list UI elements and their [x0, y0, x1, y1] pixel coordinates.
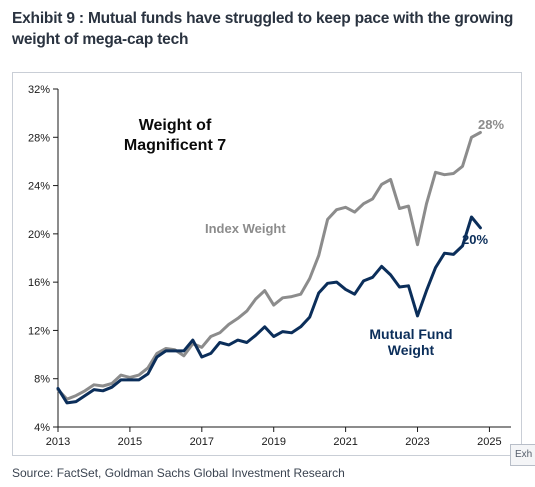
y-tick-label: 24%: [28, 181, 50, 193]
y-tick-label: 28%: [28, 132, 50, 144]
x-tick-label: 2019: [261, 436, 285, 448]
x-axis: 2013 2015 2017 2019 2021 2023 2025: [46, 426, 511, 448]
y-tick-label: 32%: [28, 84, 50, 96]
y-tick-label: 20%: [28, 229, 50, 241]
exhibit-title: Exhibit 9 : Mutual funds have struggled …: [12, 10, 514, 48]
index-weight-line: [56, 131, 482, 401]
y-tick-label: 12%: [28, 325, 50, 337]
series-lines: [56, 131, 482, 405]
mutual-fund-weight-label-line-1: Mutual Fund: [369, 326, 452, 342]
y-tick-label: 16%: [28, 277, 50, 289]
y-tick-label: 8%: [34, 374, 50, 386]
x-tick-label: 2023: [405, 436, 429, 448]
x-tick-label: 2021: [333, 436, 357, 448]
x-tick-label: 2025: [477, 436, 501, 448]
source-note: Source: FactSet, Goldman Sachs Global In…: [12, 466, 345, 480]
chart-title-line-2: Magnificent 7: [124, 137, 226, 154]
exhibit-tab[interactable]: Exh: [510, 444, 535, 466]
mutual-fund-weight-line: [56, 215, 482, 405]
chart-title-line-1: Weight of: [139, 117, 212, 134]
x-tick-label: 2013: [46, 436, 70, 448]
index-weight-end-label: 28%: [478, 117, 504, 132]
y-tick-label: 4%: [34, 422, 50, 434]
x-tick-label: 2017: [190, 436, 214, 448]
mutual-fund-weight-label-line-2: Weight: [388, 342, 435, 358]
chart-labels: Weight of Magnificent 7 Index Weight Mut…: [124, 117, 505, 358]
index-weight-label: Index Weight: [205, 221, 286, 236]
x-tick-label: 2015: [118, 436, 142, 448]
chart-frame: 4% 8% 12% 16% 20% 24% 28% 32% 2013 2015 2017 2019 2…: [12, 72, 522, 456]
y-axis: 4% 8% 12% 16% 20% 24% 28% 32%: [28, 84, 59, 434]
mutual-fund-weight-end-label: 20%: [462, 232, 488, 247]
line-chart: 4%8%12%16%20%24%28%32% 2013 2015 2017 2019 2…: [28, 84, 511, 448]
